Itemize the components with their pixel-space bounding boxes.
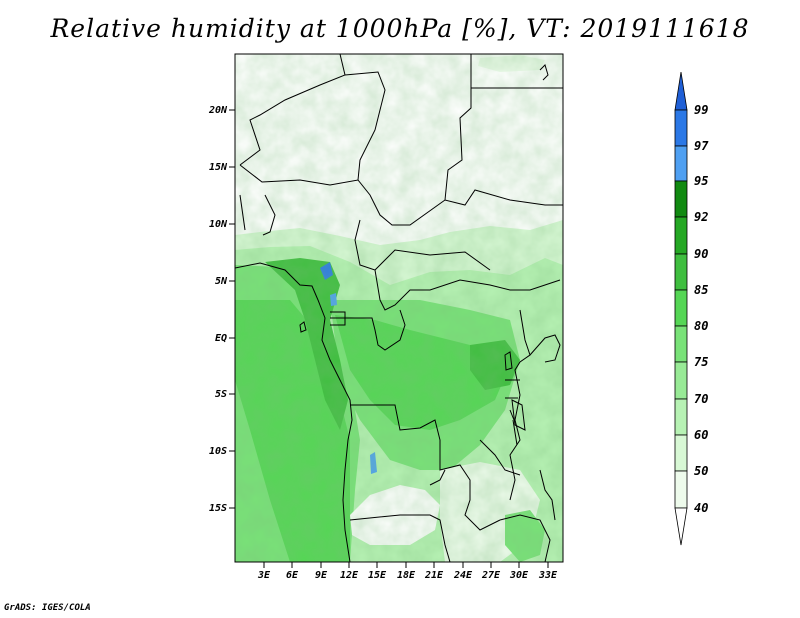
colorbar-seg-60	[674, 398, 688, 436]
lat-tick-10s: 10S	[209, 446, 227, 457]
lon-axis: 3E 6E 9E 12E 15E 18E 21E 24E 27E 30E 33E	[257, 562, 558, 581]
colorbar-seg-40	[674, 470, 688, 509]
colorbar-label: 70	[694, 392, 708, 406]
lat-tick-10n: 10N	[209, 219, 228, 230]
colorbar-seg-75	[674, 325, 688, 363]
map-plot-area	[235, 54, 563, 562]
colorbar-seg-90	[674, 216, 688, 255]
lon-tick-18e: 18E	[397, 570, 416, 581]
lat-tick-5n: 5N	[215, 276, 228, 287]
colorbar-label: 95	[694, 174, 708, 188]
colorbar-label: 80	[694, 319, 708, 333]
lon-tick-30e: 30E	[509, 570, 529, 581]
lon-tick-12e: 12E	[340, 570, 359, 581]
colorbar-label: 85	[694, 283, 708, 297]
lon-tick-6e: 6E	[286, 570, 299, 581]
map-title: Relative humidity at 1000hPa [%], VT: 20…	[50, 14, 750, 43]
lon-tick-9e: 9E	[315, 570, 328, 581]
lon-tick-24e: 24E	[453, 570, 473, 581]
map-frame	[234, 53, 564, 563]
lon-tick-21e: 21E	[424, 570, 444, 581]
lat-axis: 20N 15N 10N 5N EQ 5S 10S 15S	[208, 105, 235, 514]
colorbar-seg-99	[674, 71, 688, 111]
colorbar-seg-70	[674, 361, 688, 400]
colorbar-labels: 99 97 95 92 90 85 80 75 70 60 50 40	[694, 103, 709, 515]
colorbar-seg-50	[674, 434, 688, 472]
lon-tick-3e: 3E	[257, 570, 271, 581]
colorbar-label: 50	[694, 464, 708, 478]
colorbar-label: 90	[694, 247, 708, 261]
lat-tick-15n: 15N	[209, 162, 228, 173]
colorbar-seg-below	[674, 507, 688, 546]
lon-tick-15e: 15E	[368, 570, 387, 581]
lat-tick-5s: 5S	[215, 389, 227, 400]
colorbar-label: 99	[694, 103, 708, 117]
colorbar-label: 92	[694, 210, 708, 224]
lat-tick-15s: 15S	[209, 503, 227, 514]
colorbar-label: 97	[694, 139, 709, 153]
colorbar-label: 60	[694, 428, 708, 442]
colorbar-seg-97	[674, 109, 688, 147]
grads-credit: GrADS: IGES/COLA	[4, 603, 91, 613]
country-borders	[235, 54, 563, 562]
colorbar	[674, 71, 688, 546]
colorbar-label: 75	[694, 355, 708, 369]
colorbar-seg-95	[674, 145, 688, 182]
lon-tick-27e: 27E	[481, 570, 501, 581]
colorbar-label: 40	[694, 501, 708, 515]
colorbar-seg-92	[674, 180, 688, 218]
lon-tick-33e: 33E	[538, 570, 558, 581]
lat-tick-eq: EQ	[215, 333, 227, 344]
colorbar-seg-80	[674, 289, 688, 327]
colorbar-seg-85	[674, 253, 688, 291]
lat-tick-20n: 20N	[208, 105, 228, 116]
